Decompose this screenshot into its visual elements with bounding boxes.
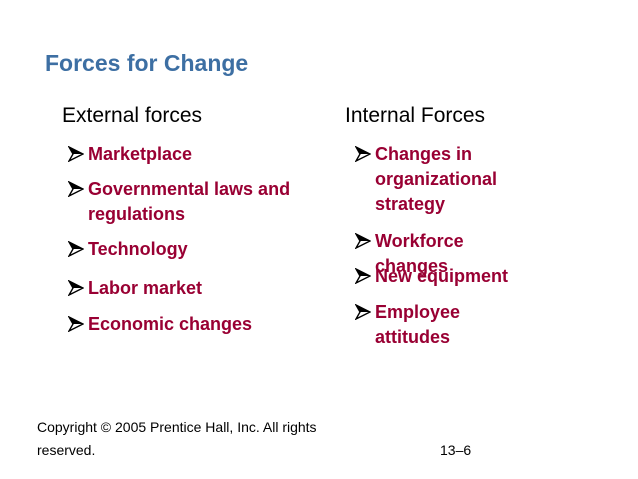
bullet-item: Workforce changes bbox=[355, 229, 535, 279]
item-text: Technology bbox=[88, 239, 188, 259]
arrow-bullet bbox=[355, 233, 371, 249]
arrow-bullet bbox=[68, 280, 84, 296]
column-heading: External forces bbox=[62, 104, 203, 127]
item-text: Changes in organizational strategy bbox=[375, 144, 498, 214]
bullet-item: Governmental laws and regulations bbox=[68, 177, 303, 227]
arrow-bullet bbox=[355, 304, 371, 320]
item-text: New equipment bbox=[375, 266, 509, 286]
bullet-item: Employee attitudes bbox=[355, 300, 535, 350]
bullet-item: Changes in organizational strategy bbox=[355, 142, 535, 217]
copyright: Copyright © 2005 Prentice Hall, Inc. All… bbox=[37, 419, 317, 458]
item-text: Marketplace bbox=[88, 144, 193, 164]
slide-title: Forces for Change bbox=[45, 50, 249, 76]
arrow-bullet bbox=[355, 146, 371, 162]
page-number: 13–6 bbox=[440, 442, 472, 458]
arrow-bullet bbox=[68, 146, 84, 162]
bullet-item: Technology bbox=[68, 237, 303, 262]
column-heading: Internal Forces bbox=[345, 104, 486, 127]
item-text: Governmental laws and regulations bbox=[88, 179, 291, 224]
bullet-item: Economic changes bbox=[68, 312, 303, 337]
arrow-bullet bbox=[68, 241, 84, 257]
arrow-bullet bbox=[68, 181, 84, 197]
item-text: Workforce changes bbox=[375, 231, 464, 276]
bullet-item: New equipment bbox=[355, 264, 535, 289]
item-text: Economic changes bbox=[88, 314, 253, 334]
item-text: Employee attitudes bbox=[375, 302, 461, 347]
item-text: Labor market bbox=[88, 278, 203, 298]
arrow-bullet bbox=[68, 316, 84, 332]
arrow-bullet bbox=[355, 268, 371, 284]
bullet-item: Marketplace bbox=[68, 142, 303, 167]
bullet-item: Labor market bbox=[68, 276, 303, 301]
